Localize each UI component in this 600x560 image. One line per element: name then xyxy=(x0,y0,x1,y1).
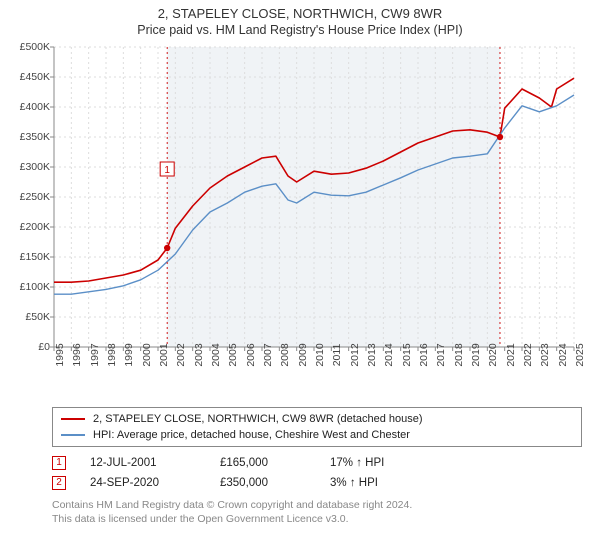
y-tick-label: £350K xyxy=(12,131,50,143)
legend-label: HPI: Average price, detached house, Ches… xyxy=(93,429,410,441)
y-tick-label: £100K xyxy=(12,281,50,293)
sale-price: £165,000 xyxy=(220,457,330,469)
legend-item: HPI: Average price, detached house, Ches… xyxy=(61,427,573,443)
x-tick-label: 2024 xyxy=(557,343,569,366)
chart-area: 12 £0£50K£100K£150K£200K£250K£300K£350K£… xyxy=(12,41,588,401)
x-tick-label: 2025 xyxy=(574,343,586,366)
x-tick-label: 2015 xyxy=(401,343,413,366)
x-tick-label: 2000 xyxy=(141,343,153,366)
y-tick-label: £500K xyxy=(12,41,50,53)
sale-hpi-diff: 3% ↑ HPI xyxy=(330,477,460,489)
x-tick-label: 2006 xyxy=(245,343,257,366)
svg-text:1: 1 xyxy=(164,165,170,176)
footer-line: This data is licensed under the Open Gov… xyxy=(52,513,582,527)
x-tick-label: 2002 xyxy=(175,343,187,366)
legend: 2, STAPELEY CLOSE, NORTHWICH, CW9 8WR (d… xyxy=(52,407,582,447)
y-tick-label: £450K xyxy=(12,71,50,83)
x-tick-label: 2021 xyxy=(505,343,517,366)
x-tick-label: 1995 xyxy=(54,343,66,366)
legend-swatch xyxy=(61,434,85,436)
y-tick-label: £50K xyxy=(12,311,50,323)
y-tick-label: £250K xyxy=(12,191,50,203)
x-tick-label: 2019 xyxy=(470,343,482,366)
x-tick-label: 1997 xyxy=(89,343,101,366)
x-tick-label: 2022 xyxy=(522,343,534,366)
sales-row: 1 12-JUL-2001 £165,000 17% ↑ HPI xyxy=(52,453,582,473)
x-tick-label: 2009 xyxy=(297,343,309,366)
footer-attribution: Contains HM Land Registry data © Crown c… xyxy=(52,499,582,526)
sale-marker-box: 1 xyxy=(52,456,66,470)
x-tick-label: 1998 xyxy=(106,343,118,366)
sale-date: 24-SEP-2020 xyxy=(90,477,220,489)
x-tick-label: 2008 xyxy=(279,343,291,366)
y-tick-label: £200K xyxy=(12,221,50,233)
y-tick-label: £150K xyxy=(12,251,50,263)
sale-hpi-diff: 17% ↑ HPI xyxy=(330,457,460,469)
sale-price: £350,000 xyxy=(220,477,330,489)
x-tick-label: 1996 xyxy=(71,343,83,366)
x-tick-label: 2013 xyxy=(366,343,378,366)
footer-line: Contains HM Land Registry data © Crown c… xyxy=(52,499,582,513)
title-subtitle: Price paid vs. HM Land Registry's House … xyxy=(12,23,588,37)
x-tick-label: 2016 xyxy=(418,343,430,366)
legend-label: 2, STAPELEY CLOSE, NORTHWICH, CW9 8WR (d… xyxy=(93,413,423,425)
x-tick-label: 2004 xyxy=(210,343,222,366)
x-tick-label: 2023 xyxy=(539,343,551,366)
x-tick-label: 2001 xyxy=(158,343,170,366)
sales-table: 1 12-JUL-2001 £165,000 17% ↑ HPI 2 24-SE… xyxy=(52,453,582,493)
x-tick-label: 2011 xyxy=(331,344,343,367)
title-block: 2, STAPELEY CLOSE, NORTHWICH, CW9 8WR Pr… xyxy=(12,6,588,37)
x-tick-label: 2010 xyxy=(314,343,326,366)
y-tick-label: £300K xyxy=(12,161,50,173)
title-address: 2, STAPELEY CLOSE, NORTHWICH, CW9 8WR xyxy=(12,6,588,21)
sale-marker-box: 2 xyxy=(52,476,66,490)
legend-item: 2, STAPELEY CLOSE, NORTHWICH, CW9 8WR (d… xyxy=(61,411,573,427)
x-tick-label: 2014 xyxy=(383,343,395,366)
x-tick-label: 2018 xyxy=(453,343,465,366)
x-tick-label: 2003 xyxy=(193,343,205,366)
x-tick-label: 2007 xyxy=(262,343,274,366)
legend-swatch xyxy=(61,418,85,420)
x-tick-label: 2005 xyxy=(227,343,239,366)
y-tick-label: £0 xyxy=(12,341,50,353)
x-tick-label: 2012 xyxy=(349,343,361,366)
x-tick-label: 2017 xyxy=(435,343,447,366)
y-tick-label: £400K xyxy=(12,101,50,113)
figure-container: 2, STAPELEY CLOSE, NORTHWICH, CW9 8WR Pr… xyxy=(0,0,600,560)
sales-row: 2 24-SEP-2020 £350,000 3% ↑ HPI xyxy=(52,473,582,493)
sale-date: 12-JUL-2001 xyxy=(90,457,220,469)
x-tick-label: 1999 xyxy=(123,343,135,366)
x-tick-label: 2020 xyxy=(487,343,499,366)
